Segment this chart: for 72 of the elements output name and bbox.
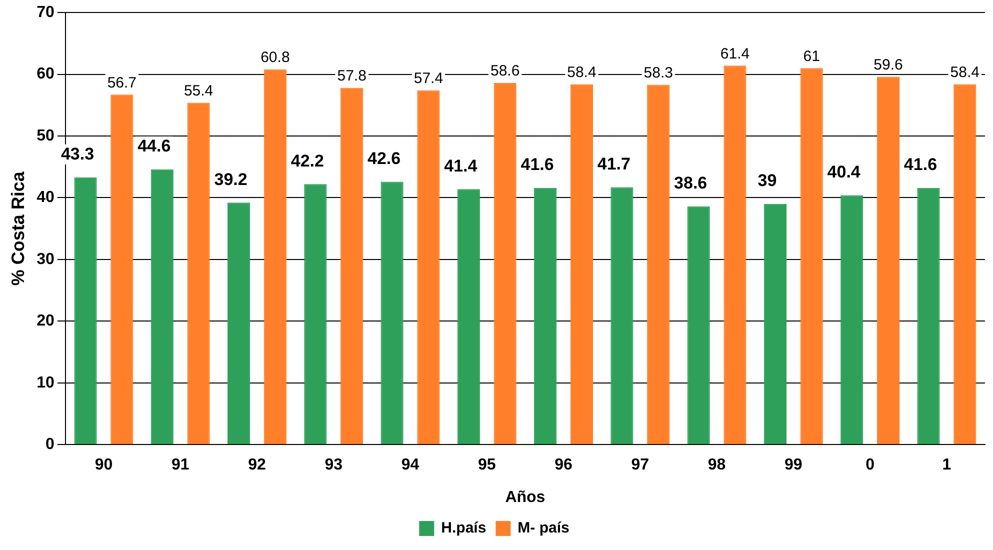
x-tick-label: 98 bbox=[708, 456, 726, 474]
bar bbox=[534, 188, 557, 444]
data-label: 44.6 bbox=[138, 136, 171, 156]
bar bbox=[724, 66, 746, 444]
x-tick-label: 94 bbox=[401, 456, 420, 474]
data-label: 58.4 bbox=[567, 64, 596, 81]
y-tick-label: 70 bbox=[36, 4, 54, 22]
bar bbox=[380, 182, 404, 444]
data-label: 39.2 bbox=[214, 170, 248, 189]
y-tick-label: 20 bbox=[36, 312, 54, 330]
x-tick-label: 91 bbox=[171, 456, 190, 474]
x-tick-label: 95 bbox=[478, 456, 496, 474]
x-tick-label: 92 bbox=[248, 456, 266, 474]
bar bbox=[764, 204, 786, 444]
data-label: 38.6 bbox=[674, 174, 708, 193]
data-label: 61.4 bbox=[720, 45, 750, 62]
bar bbox=[227, 202, 250, 444]
x-tick-label: 99 bbox=[784, 456, 802, 474]
bar bbox=[110, 94, 134, 444]
data-label: 39 bbox=[758, 171, 777, 190]
bar bbox=[876, 76, 900, 444]
bar bbox=[800, 68, 823, 444]
bar bbox=[340, 88, 364, 444]
bar bbox=[494, 82, 516, 444]
y-tick-label: 30 bbox=[36, 250, 54, 268]
y-tick-label: 10 bbox=[36, 374, 54, 392]
legend-label: H.país bbox=[441, 520, 486, 537]
data-label: 41.6 bbox=[904, 155, 938, 174]
x-tick-label: 1 bbox=[942, 456, 952, 474]
data-label: 58.4 bbox=[950, 64, 980, 81]
bar bbox=[457, 189, 480, 444]
x-tick-label: 90 bbox=[94, 456, 113, 474]
bar bbox=[954, 84, 976, 444]
x-tick-label: 93 bbox=[324, 456, 343, 474]
data-label: 41.6 bbox=[520, 155, 554, 174]
data-label: 55.4 bbox=[184, 82, 214, 100]
bar bbox=[187, 102, 210, 444]
data-label: 42.2 bbox=[290, 151, 324, 170]
data-label: 56.7 bbox=[107, 74, 137, 92]
bar bbox=[610, 187, 634, 444]
x-tick-label: 97 bbox=[631, 456, 650, 474]
y-tick-label: 0 bbox=[45, 436, 54, 454]
data-label: 41.7 bbox=[597, 154, 630, 174]
bar bbox=[917, 188, 940, 444]
x-tick-label: 0 bbox=[866, 456, 875, 474]
x-axis-title: Años bbox=[505, 488, 546, 506]
data-label: 40.4 bbox=[827, 162, 861, 182]
data-label: 61 bbox=[803, 48, 820, 65]
legend-label: M- país bbox=[518, 520, 570, 537]
bar bbox=[150, 169, 174, 444]
bar bbox=[840, 195, 864, 444]
data-label: 57.4 bbox=[414, 70, 444, 87]
data-label: 58.3 bbox=[644, 64, 673, 82]
data-label: 60.8 bbox=[260, 49, 290, 66]
bar bbox=[570, 84, 593, 444]
bar bbox=[304, 184, 327, 444]
data-label: 42.6 bbox=[368, 148, 401, 168]
data-label: 41.4 bbox=[444, 156, 478, 176]
y-tick-label: 60 bbox=[36, 66, 54, 83]
data-label: 58.6 bbox=[490, 62, 520, 80]
bar bbox=[687, 206, 710, 444]
x-tick-label: 96 bbox=[554, 456, 573, 474]
bar bbox=[417, 90, 440, 444]
bar bbox=[647, 84, 670, 444]
bar bbox=[264, 69, 286, 444]
y-tick-label: 50 bbox=[36, 127, 54, 144]
data-label: 59.6 bbox=[874, 56, 903, 74]
data-label: 57.8 bbox=[337, 68, 366, 85]
y-axis-title: % Costa Rica bbox=[8, 170, 28, 286]
y-tick-label: 40 bbox=[36, 189, 54, 206]
bar bbox=[74, 177, 97, 444]
data-label: 43.3 bbox=[60, 144, 94, 164]
